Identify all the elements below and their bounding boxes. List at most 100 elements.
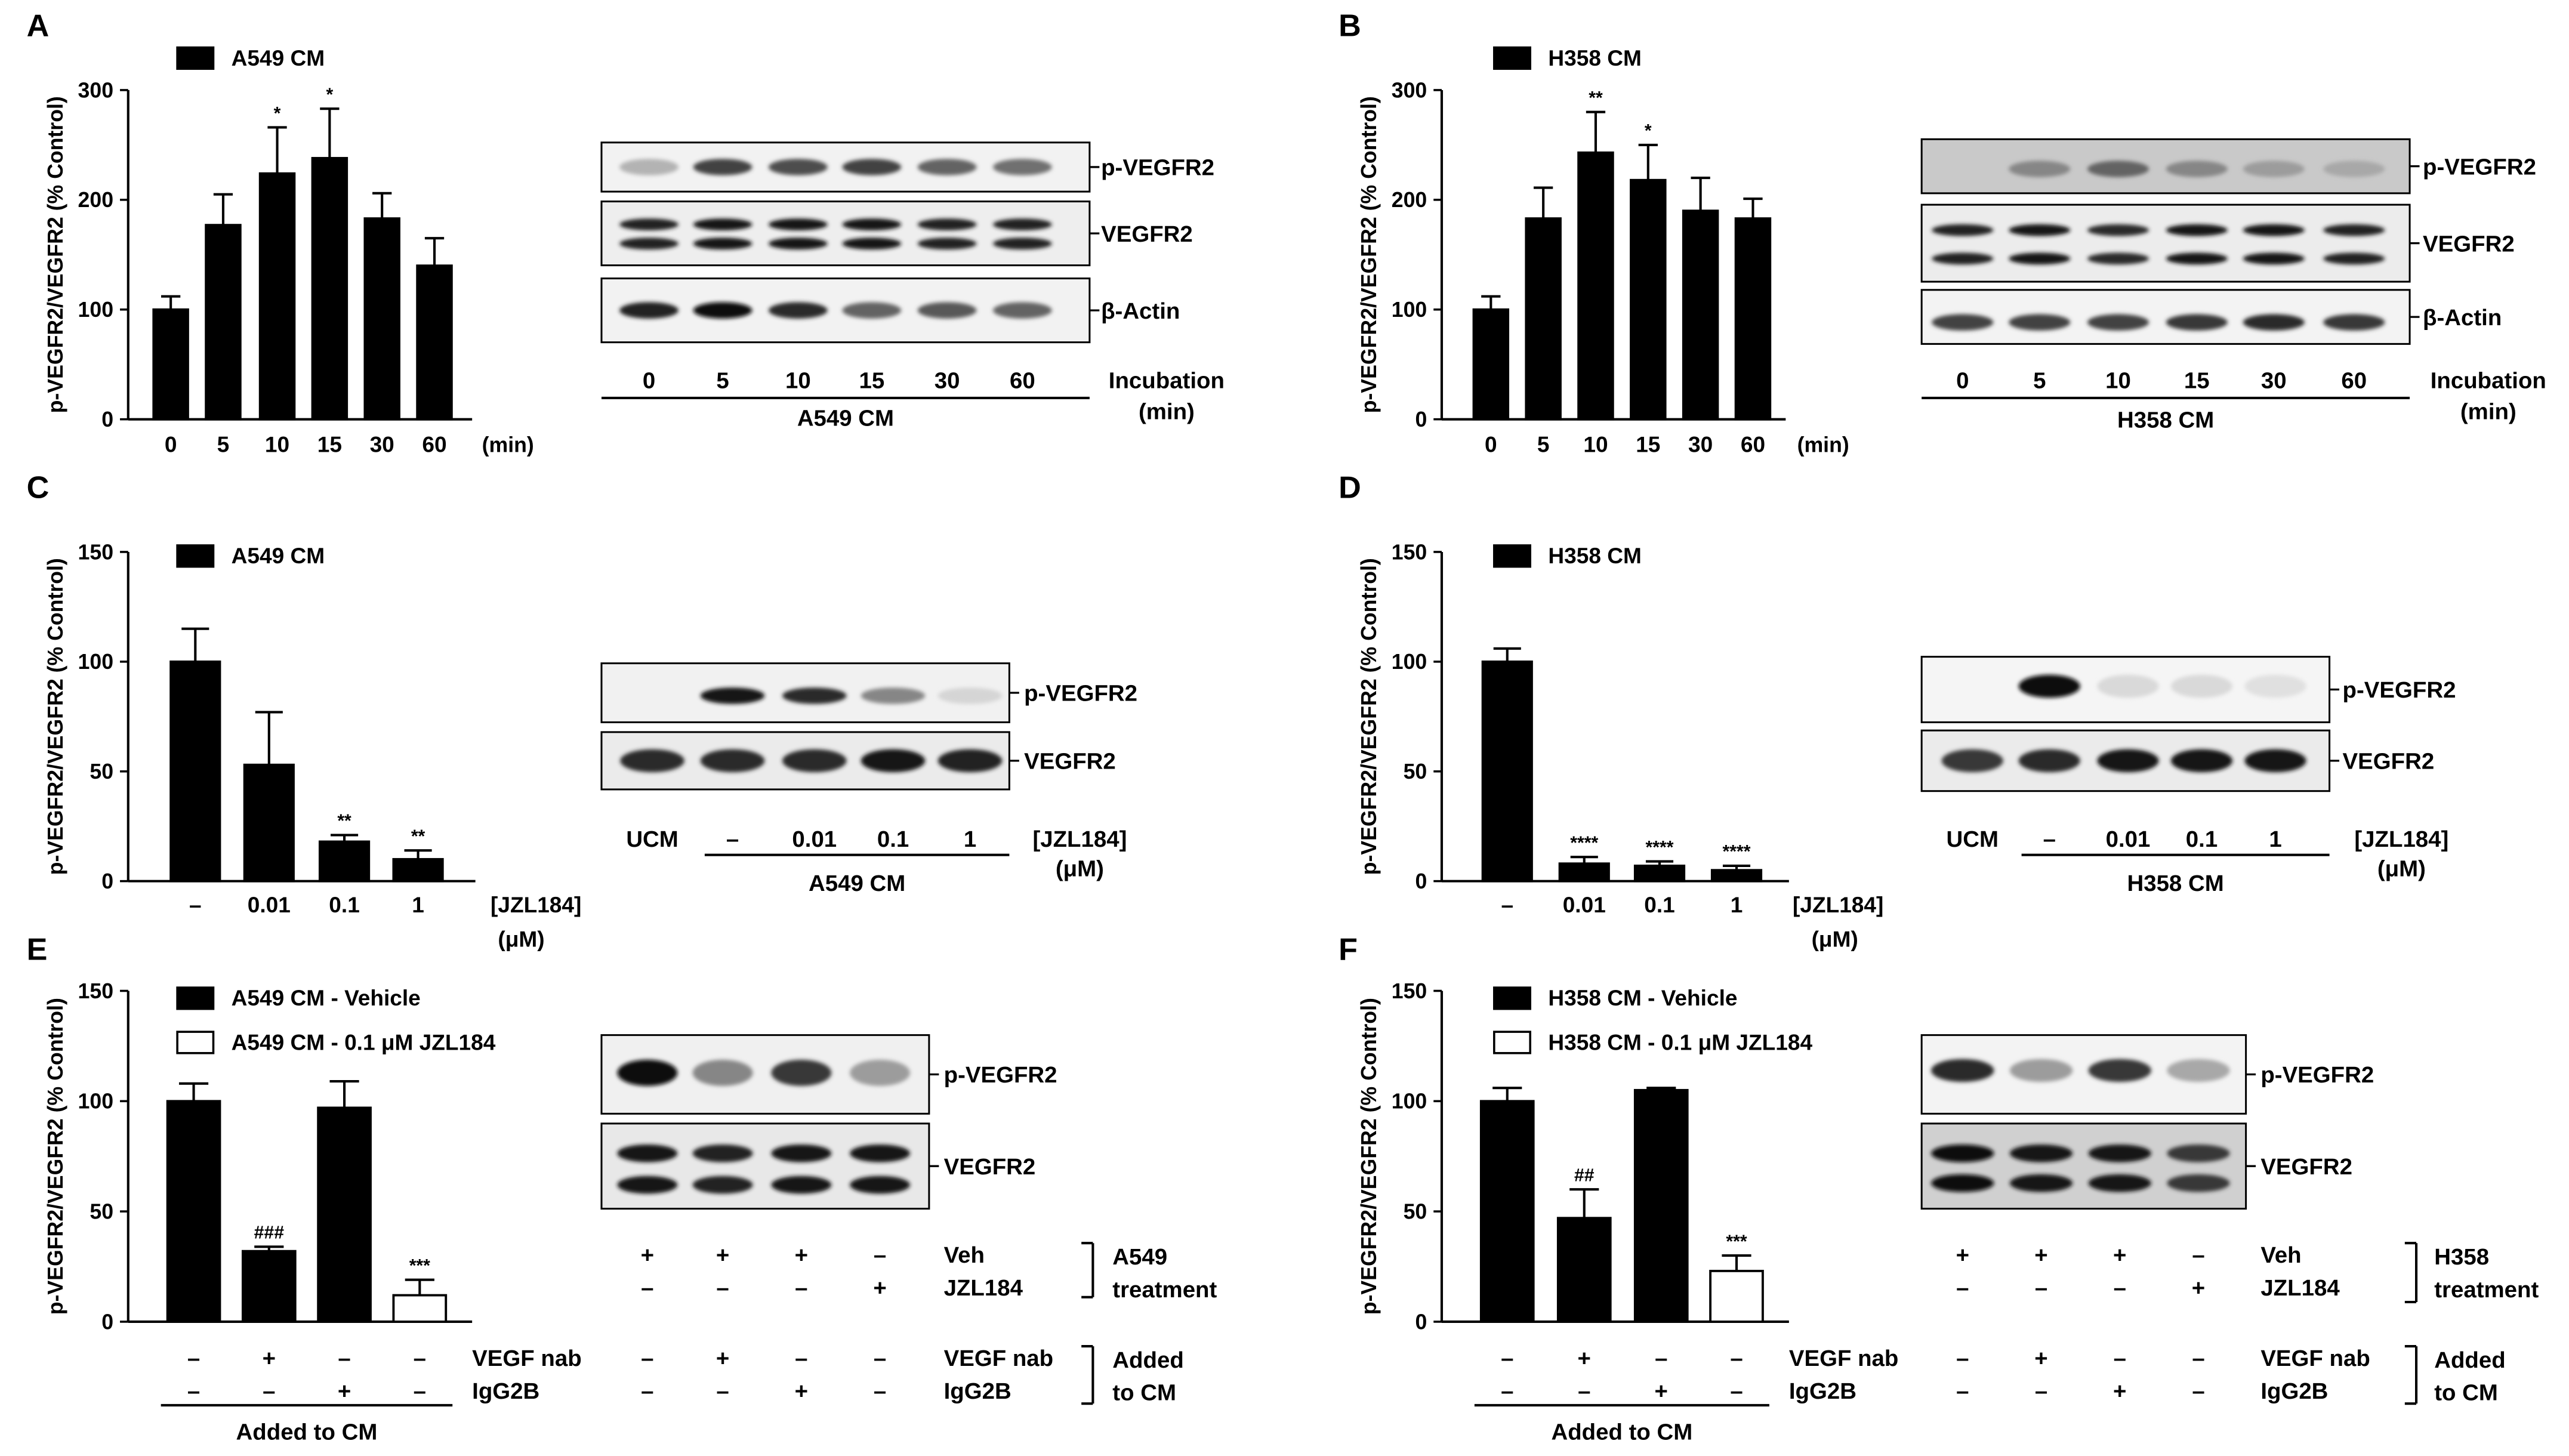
x-tick-label: – [1501, 892, 1513, 917]
significance-marker: *** [409, 1256, 430, 1276]
blot-band [2009, 314, 2071, 331]
blot-band [619, 159, 679, 175]
blot-band [2097, 674, 2159, 698]
legend-label: H358 CM - 0.1 μM JZL184 [1548, 1029, 1812, 1054]
bar [241, 1250, 297, 1323]
blot-lane-label: 30 [935, 368, 960, 393]
x-axis-label: [JZL184] [491, 892, 581, 917]
significance-marker: * [326, 85, 333, 104]
y-tick-label: 50 [1404, 1199, 1427, 1223]
x-tick-label: 0.1 [329, 892, 360, 917]
added-sign: – [2192, 1346, 2204, 1371]
treatment-sign: + [873, 1275, 886, 1301]
blot-band [768, 159, 828, 175]
blot-band [992, 237, 1052, 250]
bar [1558, 862, 1610, 883]
x-tick-label: 1 [412, 892, 424, 917]
condition-sign: + [1655, 1378, 1668, 1404]
blot-band [2009, 1144, 2073, 1162]
western-blot: p-VEGFR2 VEGFR2 β-Actin 0 5 10 15 30 60 A549 CM In… [600, 141, 1225, 431]
legend-swatch [1493, 986, 1531, 1010]
blot-band [937, 749, 1003, 773]
blot-band [842, 302, 902, 319]
blot-bands [1932, 314, 2385, 331]
treatment-sign: – [795, 1275, 807, 1301]
blot-lane-label: – [726, 826, 739, 852]
condition-label: IgG2B [472, 1378, 539, 1404]
y-tick-label: 100 [1392, 1090, 1427, 1113]
y-axis-label: p-VEGFR2/VEGFR2 (% Control) [44, 96, 67, 413]
significance-marker: **** [1723, 842, 1751, 862]
blot-row-unit: (μM) [2377, 856, 2426, 881]
y-tick-label: 300 [1392, 78, 1427, 102]
x-tick-label: – [189, 892, 202, 917]
blot-band [917, 218, 977, 231]
treatment-sign: – [716, 1275, 729, 1301]
legend-label: H358 CM - Vehicle [1548, 985, 1737, 1010]
blot-bands [619, 218, 1052, 250]
y-tick-label: 100 [78, 298, 114, 322]
x-tick-label: 30 [1688, 432, 1713, 457]
blot-band [1931, 1059, 1994, 1082]
blot-lane-label: 0 [1956, 368, 1969, 393]
blot-bands [2018, 674, 2306, 698]
x-axis-label: Added to CM [1552, 1420, 1693, 1445]
y-tick-label: 100 [78, 650, 114, 674]
blot-band [917, 159, 977, 175]
treatment-sign: + [641, 1242, 654, 1268]
legend-swatch [1493, 1031, 1531, 1054]
blot-bands [620, 749, 1003, 773]
blot-band [2009, 1059, 2073, 1082]
added-sign: – [1956, 1346, 1969, 1371]
blot-band [2009, 224, 2071, 236]
y-tick-label: 300 [78, 78, 114, 102]
blot-bands [700, 687, 1003, 704]
y-tick-label: 50 [90, 760, 113, 783]
blot-band [2009, 252, 2071, 265]
bar [416, 264, 453, 421]
blot-band-label: β-Actin [2423, 305, 2502, 331]
blot-lane-label: 0.1 [2186, 826, 2218, 852]
significance-marker: **** [1570, 833, 1598, 853]
blot-row-unit: (min) [2460, 399, 2516, 425]
blot-bands [1931, 1059, 2230, 1082]
y-tick-label: 200 [78, 188, 114, 212]
blot-row: VEGFR2 [600, 731, 1116, 791]
blot-band [2097, 749, 2159, 773]
added-label: IgG2B [2260, 1378, 2328, 1404]
blot-row: β-Actin [1920, 289, 2502, 345]
blot-band [768, 237, 828, 250]
blot-row: β-Actin [600, 277, 1180, 344]
y-tick-label: 150 [1392, 540, 1427, 564]
condition-sign: – [414, 1378, 426, 1404]
blot-band [2166, 252, 2228, 265]
bar [169, 660, 221, 883]
blot-row: VEGFR2 [1920, 1122, 2352, 1210]
blot-band-label: VEGFR2 [1101, 221, 1193, 247]
y-tick-label: 100 [78, 1090, 114, 1113]
blot-band [2088, 1059, 2151, 1082]
blot-background [600, 200, 1091, 267]
blot-band [1931, 1174, 1994, 1192]
bar [318, 840, 371, 883]
condition-sign: – [187, 1378, 200, 1404]
blot-band-label: VEGFR2 [2423, 231, 2515, 257]
blot-bands [617, 1144, 911, 1194]
blot-band [619, 218, 679, 231]
condition-sign: – [1501, 1346, 1513, 1371]
x-tick-label: 15 [1636, 432, 1660, 457]
blot-band [2018, 749, 2080, 773]
blot-band [2009, 161, 2071, 177]
blot-band-label: β-Actin [1101, 298, 1180, 324]
blot-background [1920, 1122, 2247, 1210]
bar [392, 857, 444, 883]
blot-row: p-VEGFR2 [600, 1034, 1057, 1115]
blot-band [2087, 252, 2149, 265]
blot-band [617, 1176, 678, 1194]
western-blot: p-VEGFR2 VEGFR2 + + + – Veh – – – + JZL184 – + – – VEGF … [600, 1034, 1217, 1406]
blot-band [842, 218, 902, 231]
x-tick-label: 0.01 [1563, 892, 1606, 917]
condition-sign: – [1730, 1378, 1743, 1404]
bar [1682, 209, 1719, 421]
bar [1630, 178, 1667, 421]
